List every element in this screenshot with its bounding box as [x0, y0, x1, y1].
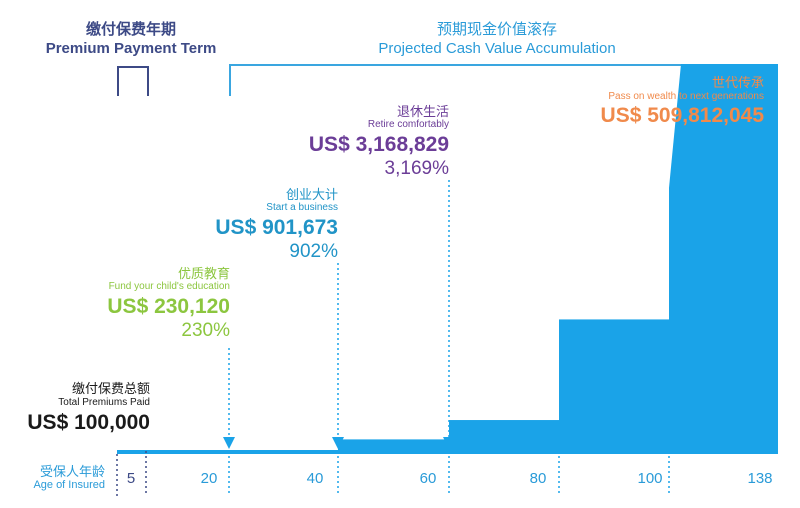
premium-term-title-en: Premium Payment Term: [45, 40, 217, 57]
x-tick-5: 5: [126, 470, 136, 487]
x-tick-100: 100: [637, 470, 663, 487]
premiums-value: US$ 100,000: [27, 411, 150, 434]
legacy-label-cn: 世代传承: [711, 76, 764, 91]
retire-percent: 3,169%: [384, 158, 449, 179]
education-label-cn: 优质教育: [177, 267, 230, 282]
business-label-cn: 创业大计: [285, 188, 338, 203]
projected-title-en: Projected Cash Value Accumulation: [378, 40, 616, 57]
premium-term-bracket: [117, 66, 149, 96]
x-axis-label-cn: 受保人年龄: [39, 465, 105, 480]
x-tick-138: 138: [747, 470, 773, 487]
retire-label-en: Retire comfortably: [367, 119, 449, 130]
education-label-en: Fund your child's education: [108, 281, 230, 292]
business-label-en: Start a business: [266, 202, 338, 213]
legacy-value: US$ 509,812,045: [600, 104, 764, 127]
premium-term-title-cn: 缴付保费年期: [85, 20, 177, 38]
premiums-label-cn: 缴付保费总额: [71, 382, 150, 397]
area-step-40-60: [338, 439, 449, 452]
projected-title-cn: 预期现金价值滚存: [436, 20, 558, 38]
x-tick-20: 20: [200, 470, 218, 487]
retire-label-cn: 退休生活: [396, 105, 449, 120]
projected-bracket: [229, 64, 684, 96]
x-tick-80: 80: [529, 470, 547, 487]
area-step-100-138: [669, 64, 778, 451]
area-step-80-100: [559, 319, 669, 452]
business-percent: 902%: [289, 241, 338, 262]
area-step-60-80: [449, 420, 559, 452]
x-tick-60: 60: [419, 470, 437, 487]
business-value: US$ 901,673: [215, 216, 338, 239]
x-axis-label-en: Age of Insured: [33, 479, 105, 491]
retire-value: US$ 3,168,829: [308, 133, 449, 156]
legacy-label-en: Pass on wealth to next generations: [608, 91, 764, 102]
x-tick-40: 40: [306, 470, 324, 487]
education-percent: 230%: [181, 320, 230, 341]
education-value: US$ 230,120: [107, 295, 230, 318]
premiums-label-en: Total Premiums Paid: [58, 397, 150, 408]
